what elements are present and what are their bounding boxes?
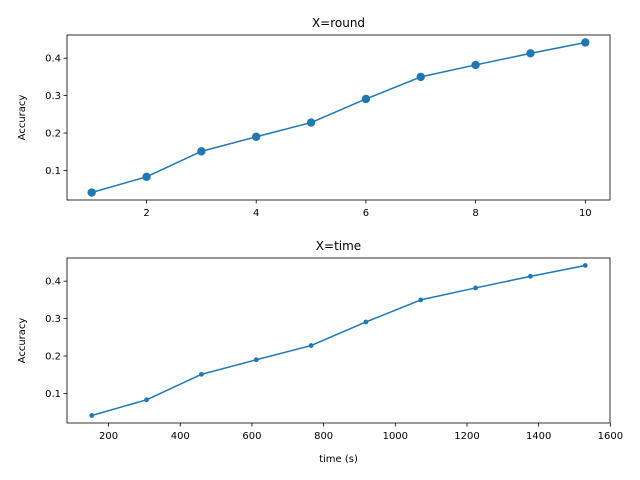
x-tick-label: 1200: [454, 431, 479, 442]
y-tick-label: 0.3: [45, 91, 61, 102]
series-line: [91, 264, 586, 417]
x-tick-label: 6: [363, 208, 369, 219]
data-point: [582, 263, 588, 268]
data-point: [526, 49, 535, 58]
x-tick-label: 400: [171, 431, 190, 442]
data-point: [199, 371, 204, 377]
data-point: [471, 60, 480, 70]
x-tick-label: 600: [242, 431, 261, 442]
data-point: [308, 343, 314, 348]
x-tick-label: 4: [253, 208, 259, 219]
data-point: [361, 94, 371, 104]
y-axis-label: Accuracy: [17, 318, 28, 364]
x-tick-label: 200: [99, 431, 118, 442]
chart-title: X=round: [312, 16, 365, 30]
x-tick-label: 1400: [526, 431, 551, 442]
data-point: [306, 118, 316, 127]
x-tick-label: 10: [579, 208, 592, 219]
data-point: [142, 172, 151, 182]
data-point: [363, 319, 369, 325]
data-point: [253, 357, 259, 363]
x-tick-label: 8: [472, 208, 478, 219]
y-tick-label: 0.4: [45, 277, 61, 288]
data-point: [473, 285, 478, 291]
x-axis-label: time (s): [319, 454, 358, 465]
y-tick-label: 0.1: [45, 166, 61, 177]
y-axis-label: Accuracy: [17, 95, 28, 141]
x-tick-label: 800: [314, 431, 333, 442]
x-tick-label: 1600: [598, 431, 623, 442]
data-point: [418, 297, 424, 303]
y-tick-label: 0.4: [45, 54, 61, 65]
y-tick-label: 0.1: [45, 389, 61, 400]
series-line: [91, 41, 586, 194]
data-point: [144, 397, 149, 403]
x-tick-label: 1000: [383, 431, 408, 442]
chart-title: X=time: [316, 239, 361, 253]
data-point: [87, 188, 96, 197]
data-point: [197, 147, 206, 156]
data-point: [252, 132, 261, 141]
data-point: [416, 72, 425, 82]
data-point: [581, 38, 590, 47]
data-point: [89, 413, 95, 418]
axes-frame: [66, 257, 611, 424]
data-point: [528, 273, 533, 279]
x-tick-label: 2: [143, 208, 149, 219]
axes-frame: [66, 34, 611, 201]
y-tick-label: 0.2: [45, 352, 61, 363]
y-tick-label: 0.3: [45, 314, 61, 325]
chart-round: X=round Accuracy 2 4 6 8 10 0.1 0.2 0.3 0.4: [17, 16, 611, 219]
y-tick-label: 0.2: [45, 129, 61, 140]
chart-time: X=time Accuracy time (s) 200 400 600 800 100…: [17, 239, 623, 465]
